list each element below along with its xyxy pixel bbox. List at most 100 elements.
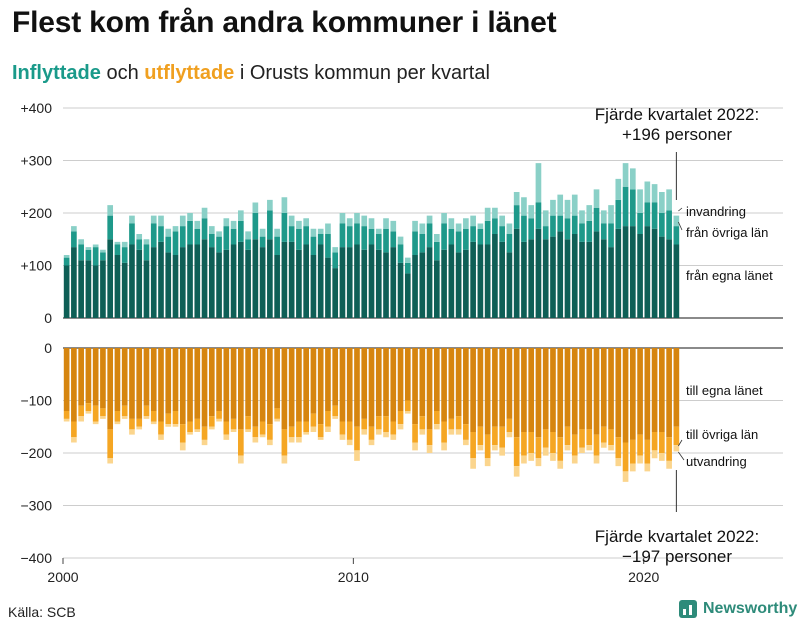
inflow-bar-segment (557, 215, 564, 232)
outflow-bar-segment (542, 429, 549, 448)
inflow-bar-segment (303, 244, 310, 318)
outflow-bar-segment (629, 463, 636, 472)
inflow-bar-segment (187, 213, 193, 221)
inflow-bar-segment (492, 218, 498, 234)
outflow-bar-segment (528, 432, 535, 453)
inflow-bar-segment (637, 234, 643, 318)
outflow-bar-segment (165, 348, 172, 414)
outflow-bar-segment (63, 418, 70, 422)
inflow-bar-segment (361, 215, 368, 227)
outflow-bar-segment (71, 421, 77, 438)
outflow-bar-segment (463, 348, 469, 425)
outflow-bar-segment (85, 403, 92, 411)
outflow-bar-segment (121, 416, 128, 419)
outflow-bar-segment (303, 421, 310, 432)
outflow-bar-segment (600, 442, 607, 448)
outflow-bar-segment (78, 405, 84, 417)
inflow-bar-segment (310, 228, 317, 237)
inflow-bar-segment (448, 218, 455, 229)
outflow-bar-segment (332, 416, 339, 419)
inflow-bar-segment (390, 220, 397, 232)
outflow-bar-segment (557, 437, 564, 461)
inflow-bar-segment (579, 210, 585, 224)
outflow-bar-segment (622, 348, 629, 443)
inflow-bar-segment (267, 199, 273, 211)
outflow-bar-segment (441, 442, 447, 451)
inflow-bar-segment (484, 220, 491, 245)
outflow-bar-segment (114, 348, 121, 411)
outflow-bar-segment (448, 418, 455, 430)
inflow-bar-segment (259, 236, 266, 248)
inflow-bar-segment (397, 244, 404, 263)
inflow-bar-segment (201, 218, 208, 240)
outflow-bar-segment (571, 434, 578, 456)
outflow-bar-segment (477, 445, 484, 451)
top-annotation-text: +196 personer (622, 125, 732, 144)
outflow-bar-segment (267, 439, 273, 446)
outflow-bar-segment (187, 432, 193, 435)
inflow-bar-segment (303, 226, 310, 245)
outflow-bar-segment (521, 455, 527, 464)
inflow-series-label: från övriga län (686, 225, 768, 240)
inflow-bar-segment (593, 189, 600, 208)
inflow-bar-segment (216, 231, 222, 237)
outflow-bar-segment (615, 348, 622, 438)
inflow-bar-segment (238, 210, 244, 221)
outflow-label-pointer (678, 451, 685, 461)
inflow-bar-segment (492, 234, 498, 318)
inflow-label-pointer (678, 207, 683, 212)
inflow-bar-segment (303, 218, 310, 227)
outflow-bar-segment (375, 429, 382, 435)
inflow-bar-segment (571, 234, 578, 318)
inflow-bar-segment (339, 247, 346, 318)
outflow-bar-segment (383, 348, 389, 417)
inflow-bar-segment (85, 247, 92, 250)
inflow-bar-segment (63, 255, 70, 258)
outflow-bar-segment (629, 439, 636, 464)
inflow-bar-segment (397, 262, 404, 318)
inflow-bar-segment (259, 228, 266, 237)
inflow-bar-segment (622, 226, 629, 318)
outflow-bar-segment (644, 463, 651, 472)
inflow-bar-segment (390, 231, 397, 248)
top-y-tick-label: +400 (20, 100, 52, 116)
inflow-bar-segment (542, 226, 549, 240)
inflow-bar-segment (71, 247, 77, 318)
outflow-bar-segment (194, 348, 201, 419)
outflow-bar-segment (325, 426, 331, 432)
outflow-bar-segment (433, 411, 440, 425)
outflow-bar-segment (426, 348, 433, 430)
outflow-bar-segment (579, 447, 585, 453)
axes: 0 +100 +200 +300 +400 0 −100 −200 −300 −400 2000 20… (20, 100, 659, 585)
outflow-bar-segment (535, 458, 542, 467)
inflow-bar-segment (317, 244, 324, 318)
inflow-bar-segment (404, 257, 411, 263)
outflow-bar-segment (100, 348, 106, 409)
inflow-bar-segment (274, 236, 280, 255)
outflow-bar-segment (521, 432, 527, 456)
outflow-bar-segment (63, 411, 70, 419)
inflow-bar-segment (136, 239, 143, 250)
inflow-bar-segment (651, 184, 658, 203)
outflow-bar-segment (419, 429, 426, 435)
inflow-bar-segment (477, 228, 484, 245)
inflow-bar-segment (506, 234, 513, 253)
series-labels: invandring från övriga län från egna länet… (678, 204, 773, 469)
inflow-bar-segment (622, 163, 629, 187)
inflow-bar-segment (433, 234, 440, 242)
outflow-bar-segment (455, 429, 462, 435)
inflow-bar-segment (85, 249, 92, 261)
outflow-bar-segment (412, 348, 418, 425)
x-tick-label: 2000 (47, 569, 78, 585)
inflow-bar-segment (608, 247, 614, 318)
outflow-series-label: till övriga län (686, 427, 758, 442)
inflow-bar-segment (666, 210, 672, 240)
outflow-bar-segment (593, 348, 600, 435)
subtitle-inflow-word: Inflyttade (12, 62, 101, 84)
outflow-bar-segment (673, 348, 680, 427)
outflow-bar-segment (187, 421, 193, 432)
inflow-bar-segment (78, 244, 84, 261)
inflow-bar-segment (383, 218, 389, 229)
outflow-bar-segment (136, 418, 143, 427)
inflow-bar-segment (644, 181, 651, 203)
